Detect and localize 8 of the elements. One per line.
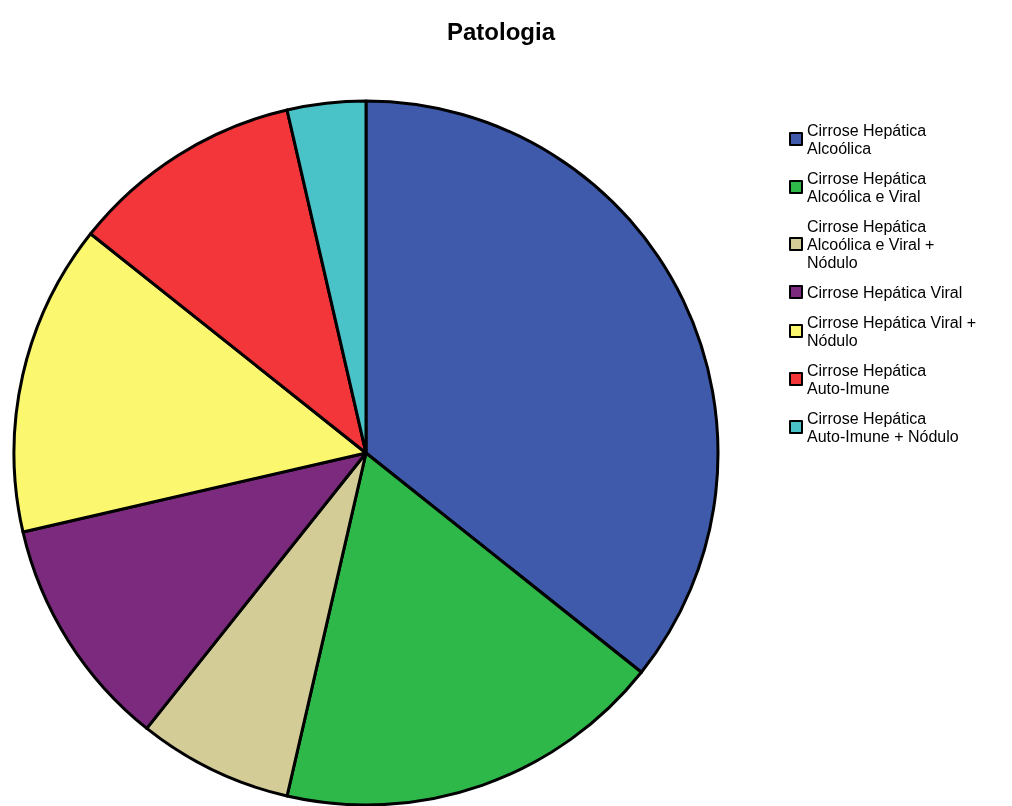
chart-title: Patologia xyxy=(446,17,556,45)
legend-label: Cirrose Hepática Alcoólica xyxy=(807,121,931,157)
legend-label: Cirrose Hepática Auto-Imune + Nódulo xyxy=(807,409,959,445)
legend-label: Cirrose Hepática Auto-Imune xyxy=(807,361,931,397)
legend-label: Cirrose Hepática Viral + Nódulo xyxy=(807,313,981,349)
legend-label: Cirrose Hepática Alcoólica e Viral + Nódulo xyxy=(807,217,939,271)
legend-label: Cirrose Hepática Alcoólica e Viral xyxy=(807,169,931,205)
legend-label: Cirrose Hepática Viral xyxy=(807,283,963,301)
